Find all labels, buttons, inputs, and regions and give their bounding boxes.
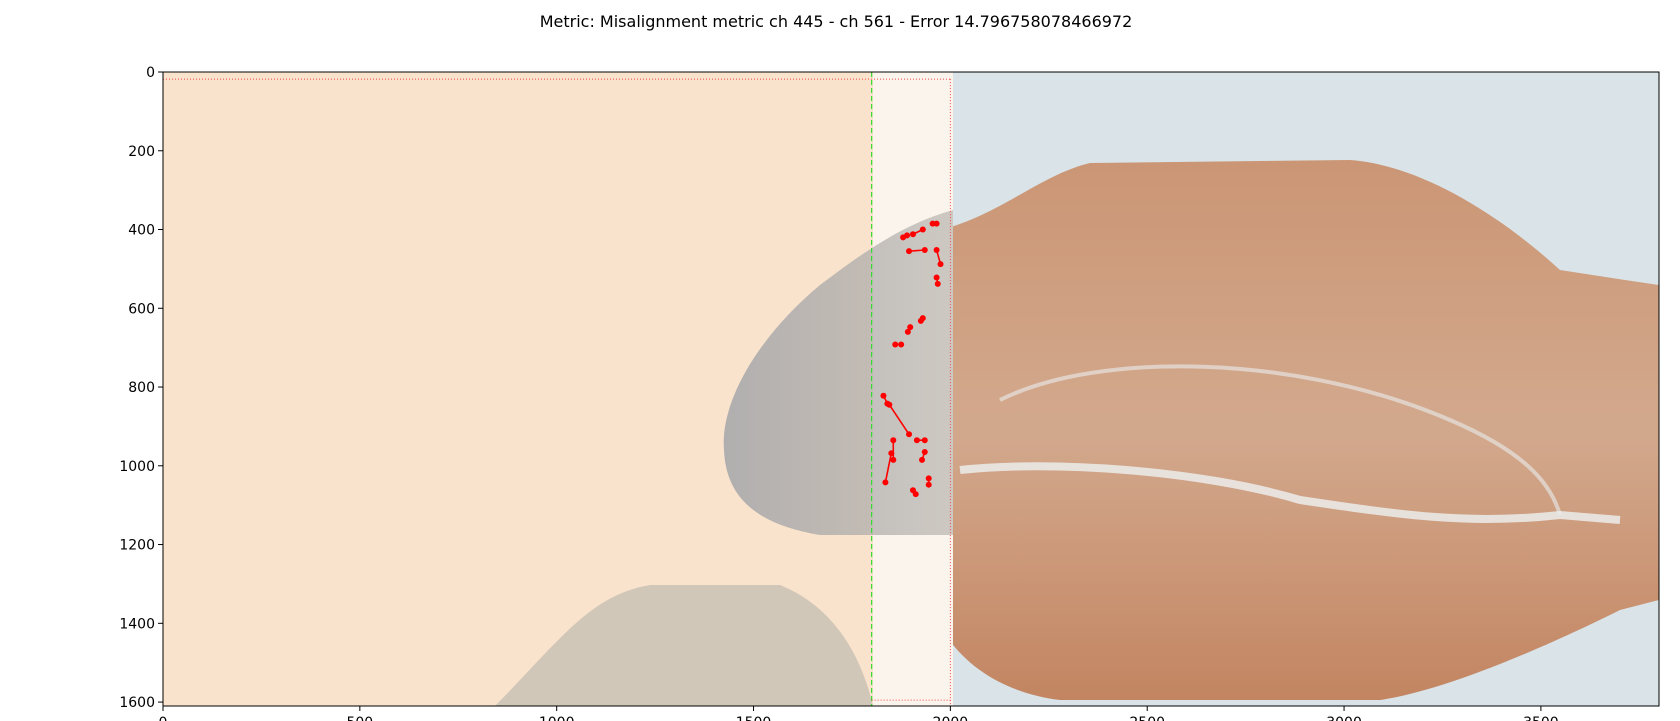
alignment-point: [925, 481, 932, 488]
alignment-point: [904, 328, 911, 335]
chart-title: Metric: Misalignment metric ch 445 - ch …: [540, 12, 1133, 31]
alignment-point: [921, 437, 928, 444]
alignment-point: [912, 491, 919, 498]
alignment-point: [909, 231, 916, 238]
alignment-point: [933, 220, 940, 227]
alignment-point: [921, 246, 928, 253]
alignment-point: [937, 261, 944, 268]
alignment-point: [898, 341, 905, 348]
x-tick-label: 2000: [933, 715, 969, 721]
x-tick-label: 1500: [736, 715, 772, 721]
y-tick-label: 200: [128, 144, 155, 160]
x-tick-label: 3000: [1326, 715, 1362, 721]
alignment-point: [933, 246, 940, 253]
left-tile-tissue: [723, 210, 953, 535]
alignment-segment: [888, 404, 910, 435]
alignment-point: [907, 324, 914, 331]
x-tick-label: 1000: [539, 715, 575, 721]
axes-frame: [162, 71, 1660, 707]
alignment-point: [892, 341, 899, 348]
alignment-segment: [884, 453, 893, 483]
right-tile-white-matter: [959, 462, 1621, 524]
alignment-point: [890, 456, 897, 463]
y-tick-label: 1600: [119, 695, 155, 711]
alignment-point: [886, 401, 893, 408]
y-tick-label: 600: [128, 301, 155, 317]
alignment-point: [913, 437, 920, 444]
overlay: [163, 72, 951, 706]
alignment-point: [906, 431, 913, 438]
y-tick-label: 1200: [119, 538, 155, 554]
alignment-point: [919, 456, 926, 463]
x-tick-label: 2500: [1129, 715, 1165, 721]
alignment-point: [904, 232, 911, 239]
alignment-point: [890, 437, 897, 444]
alignment-point: [933, 274, 940, 281]
y-axis: 0 200 400 600 800 1000 1200 1400 1600: [119, 65, 163, 711]
y-tick-label: 800: [128, 380, 155, 396]
x-tick-label: 500: [346, 715, 373, 721]
x-axis: 0 500 1000 1500 2000 2500 3000 3500: [159, 706, 1559, 721]
x-tick-label: 3500: [1523, 715, 1559, 721]
right-tile-tissue: [930, 160, 1659, 700]
alignment-point: [921, 449, 928, 456]
alignment-point: [919, 315, 926, 322]
lower-tissue: [495, 585, 873, 706]
alignment-point: [888, 450, 895, 457]
x-tick-label: 0: [159, 715, 168, 721]
alignment-point: [919, 226, 926, 233]
y-tick-label: 1400: [119, 616, 155, 632]
right-tile-arc: [999, 364, 1562, 516]
alignment-point: [934, 280, 941, 287]
y-tick-label: 0: [146, 65, 155, 81]
alignment-point: [880, 392, 887, 399]
y-tick-label: 1000: [119, 459, 155, 475]
alignment-point: [882, 479, 889, 486]
alignment-point: [906, 248, 913, 255]
stitched-image: [163, 72, 1659, 706]
y-tick-label: 400: [128, 223, 155, 239]
alignment-point: [925, 475, 932, 482]
